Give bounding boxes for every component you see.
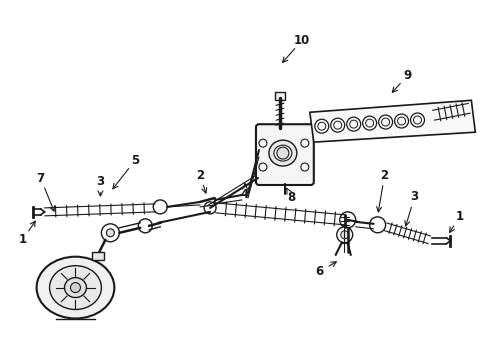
Circle shape [71, 283, 80, 293]
Bar [275, 92, 285, 100]
Text: 2: 2 [196, 168, 204, 181]
Text: 3: 3 [411, 190, 418, 203]
Ellipse shape [274, 145, 292, 161]
Circle shape [106, 229, 114, 237]
Text: 9: 9 [403, 69, 412, 82]
Text: 4: 4 [241, 188, 249, 202]
Ellipse shape [37, 257, 114, 319]
Bar [93, 252, 104, 260]
Text: 2: 2 [381, 168, 389, 181]
Text: 10: 10 [294, 34, 310, 47]
Text: 6: 6 [316, 265, 324, 278]
Ellipse shape [65, 278, 86, 298]
Ellipse shape [49, 266, 101, 310]
Text: 5: 5 [131, 154, 140, 167]
Circle shape [341, 231, 349, 239]
Ellipse shape [269, 140, 297, 166]
Polygon shape [310, 100, 475, 142]
Text: 8: 8 [288, 192, 296, 204]
FancyBboxPatch shape [256, 124, 314, 185]
Text: 7: 7 [37, 171, 45, 185]
Text: 1: 1 [19, 233, 26, 246]
Text: 1: 1 [455, 210, 464, 223]
Circle shape [277, 147, 289, 159]
Text: 3: 3 [97, 175, 104, 189]
